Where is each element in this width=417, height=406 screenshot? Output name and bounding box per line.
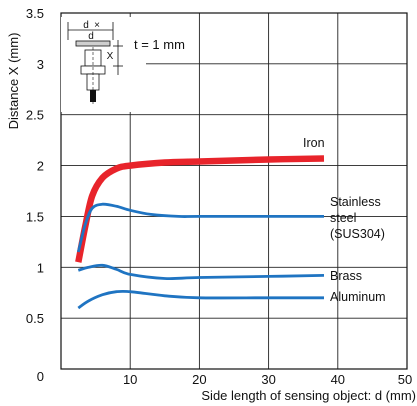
series-label: (SUS304) [330,227,385,241]
y-tick-label: 1 [37,260,44,275]
tick-labels: 10 20 30 40 50 0.5 1 1.5 2 2.5 3 3.5 0 [26,6,412,387]
series-label: Stainless [330,195,381,209]
x-tick-label: 40 [331,372,345,387]
x-tick-label: 10 [123,372,137,387]
grid [61,13,407,369]
series-label: steel [330,211,356,225]
sensor-cable [90,90,96,102]
series-line-0 [75,155,325,263]
series-layer: Iron Stainless steel (SUS304) Brass Aluminum [75,136,386,310]
series-line-1 [76,202,324,253]
y-tick-label: 3.5 [26,6,44,21]
series-line-2 [77,263,325,281]
x-tick-label: 50 [398,372,412,387]
y-tick-label: 2 [37,159,44,174]
sensing-object-plate [75,40,111,47]
d-label-bottom: d [88,31,94,42]
x-axis-title: Side length of sensing object: d (mm) [201,388,416,403]
x-tick-label: 20 [192,372,206,387]
y-axis-title: Distance X (mm) [6,33,21,130]
origin-label: 0 [37,369,44,384]
y-tick-label: 2.5 [26,108,44,123]
x-label: X [107,51,114,62]
d-label-top: d [83,20,89,31]
x-tick-label: 30 [261,372,275,387]
inset-background [61,17,146,112]
sensor-diagram: d × d X t = 1 mm [61,17,185,112]
series-line-3 [77,289,324,310]
series-label: Iron [303,136,325,150]
y-tick-label: 1.5 [26,209,44,224]
y-tick-label: 3 [37,57,44,72]
series-label: Aluminum [330,290,386,304]
y-tick-label: 0.5 [26,311,44,326]
thickness-note: t = 1 mm [134,37,185,52]
series-label: Brass [330,269,362,283]
cross-mark: × [94,20,100,31]
plot-frame [60,12,408,370]
